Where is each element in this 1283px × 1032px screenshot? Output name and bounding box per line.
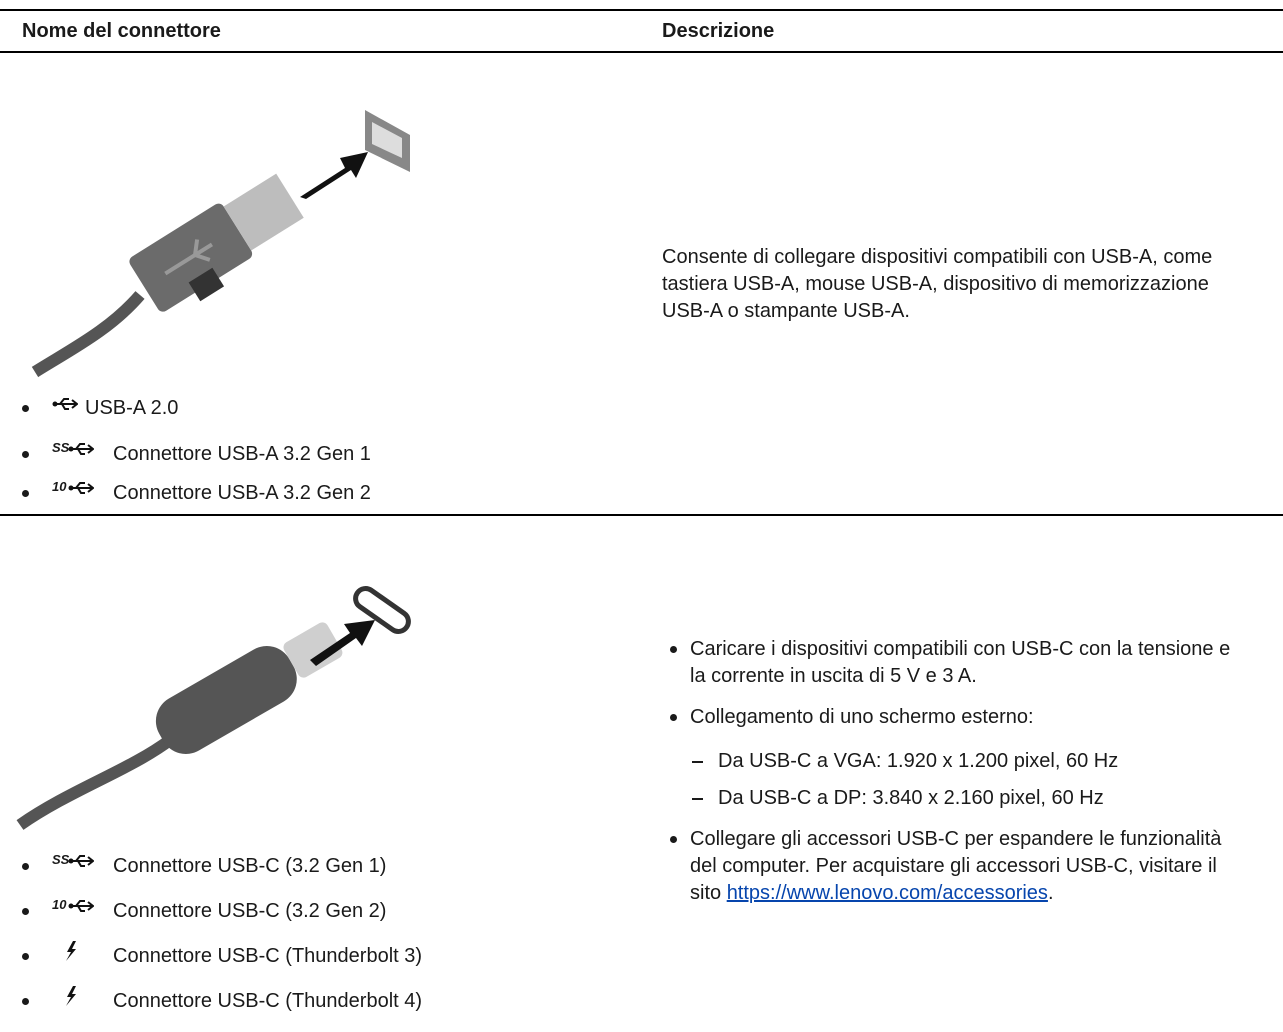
subitem-text: Da USB-C a DP: 3.840 x 2.160 pixel, 60 H… (718, 787, 1104, 809)
description: Consente di collegare dispositivi compat… (662, 246, 1213, 322)
thunderbolt-icon (66, 941, 76, 961)
dash (692, 798, 703, 800)
usb-a-illustration (31, 110, 410, 378)
connector-label: Connettore USB-C (Thunderbolt 4) (113, 990, 423, 1012)
dash (692, 761, 703, 763)
header: Nome del connettore (22, 20, 221, 42)
icon-text: 10 (52, 897, 67, 912)
connector-label: Connettore USB-A 3.2 Gen 2 (113, 482, 371, 504)
rule (0, 514, 1283, 516)
thunderbolt-icon (66, 986, 76, 1006)
usb-icon (68, 900, 94, 912)
header: Descrizione (662, 20, 775, 42)
bullet (22, 953, 29, 960)
connector-label: Connettore USB-C (Thunderbolt 3) (113, 945, 423, 967)
bullet (670, 714, 677, 721)
bullet (670, 836, 677, 843)
bullet (22, 451, 29, 458)
bullet (22, 998, 29, 1005)
usb-icon (52, 398, 78, 410)
connector-label: Connettore USB-C (3.2 Gen 2) (113, 900, 387, 922)
bullet (670, 646, 677, 653)
usb-c-illustration (16, 586, 411, 830)
bullet (22, 405, 29, 412)
link[interactable]: https://www.lenovo.com/accessories (726, 882, 1048, 904)
item-text: Caricare i dispositivi compatibili con U… (690, 638, 1231, 687)
usb-icon (68, 443, 94, 455)
description-item: Collegare gli accessori USB-C per espand… (690, 826, 1240, 907)
item-text: Collegamento di uno schermo esterno: (690, 706, 1034, 728)
rule (0, 9, 1283, 11)
bullet (22, 490, 29, 497)
connector-label: Connettore USB-C (3.2 Gen 1) (113, 855, 387, 877)
bullet (22, 908, 29, 915)
item-text: Collegare gli accessori USB-C per espand… (690, 828, 1222, 904)
bullet (22, 863, 29, 870)
usb-icon (68, 855, 94, 867)
subitem-text: Da USB-C a VGA: 1.920 x 1.200 pixel, 60 … (718, 750, 1119, 772)
rule (0, 51, 1283, 53)
description-item: Caricare i dispositivi compatibili con U… (690, 636, 1240, 690)
usb-icon (68, 482, 94, 494)
icon-text: SS (52, 852, 70, 867)
item-text: . (1047, 882, 1054, 904)
connector-label: Connettore USB-A 3.2 Gen 1 (113, 443, 371, 465)
connector-label: USB-A 2.0 (85, 397, 179, 419)
icon-text: 10 (52, 479, 67, 494)
icon-text: SS (52, 440, 70, 455)
description-item: Collegamento di uno schermo esterno: (690, 704, 1240, 731)
